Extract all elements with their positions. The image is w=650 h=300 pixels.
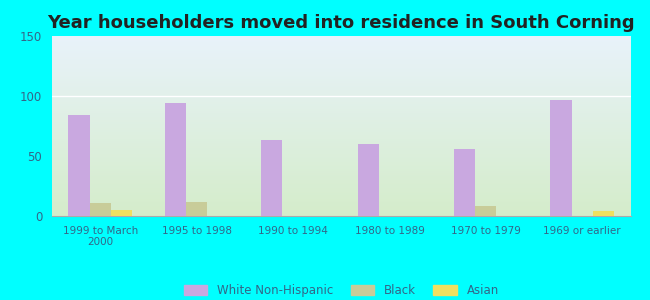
Legend: White Non-Hispanic, Black, Asian: White Non-Hispanic, Black, Asian bbox=[179, 280, 504, 300]
Bar bbox=[165, 103, 186, 216]
Bar bbox=[186, 202, 207, 216]
Bar bbox=[454, 149, 475, 216]
Bar bbox=[593, 211, 614, 216]
Bar bbox=[551, 100, 572, 216]
Bar bbox=[358, 144, 379, 216]
Bar bbox=[475, 206, 497, 216]
Bar bbox=[111, 210, 132, 216]
Bar bbox=[90, 203, 110, 216]
Title: Year householders moved into residence in South Corning: Year householders moved into residence i… bbox=[47, 14, 635, 32]
Bar bbox=[261, 140, 283, 216]
Bar bbox=[68, 115, 90, 216]
